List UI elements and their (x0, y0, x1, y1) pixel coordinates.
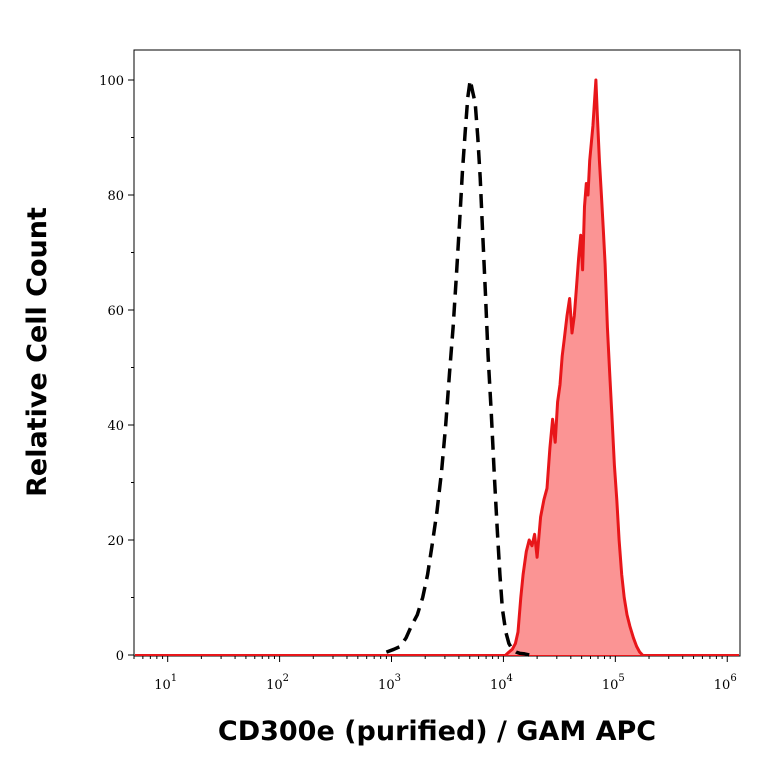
x-tick-base: 10 (154, 678, 171, 693)
y-tick-label: 40 (107, 419, 124, 434)
x-tick-exponent: 3 (395, 673, 401, 684)
x-tick-label: 101 (154, 673, 177, 693)
x-tick-base: 10 (714, 678, 731, 693)
x-tick-base: 10 (490, 678, 507, 693)
x-tick-label: 104 (490, 673, 513, 693)
x-tick-label: 106 (714, 673, 737, 693)
x-tick-base: 10 (602, 678, 619, 693)
x-axis-ticks: 101 102 103 104 105 106 (133, 656, 737, 693)
series-layer (135, 78, 739, 657)
series-area (505, 80, 643, 655)
x-tick-label: 103 (378, 673, 401, 693)
y-tick-label: 80 (107, 189, 124, 204)
stained-histogram-line (504, 78, 644, 657)
x-tick-exponent: 6 (730, 673, 736, 684)
x-tick-exponent: 2 (283, 673, 289, 684)
y-tick-label: 20 (107, 534, 124, 549)
x-axis-title: CD300e (purified) / GAM APC (218, 716, 656, 747)
x-tick-exponent: 1 (171, 673, 177, 684)
y-tick-label: 0 (116, 649, 124, 664)
y-axis-ticks: 0 20 40 60 80 100 (99, 74, 134, 664)
x-tick-label: 105 (602, 673, 625, 693)
x-tick-base: 10 (266, 678, 283, 693)
y-tick-label: 60 (107, 304, 124, 319)
y-axis-title: Relative Cell Count (22, 207, 53, 497)
x-tick-base: 10 (378, 678, 395, 693)
y-tick-label: 100 (99, 74, 124, 89)
plot-frame (133, 49, 741, 657)
x-tick-exponent: 4 (507, 673, 513, 684)
x-tick-label: 102 (266, 673, 289, 693)
control-histogram-line (385, 78, 530, 657)
x-tick-exponent: 5 (618, 673, 624, 684)
